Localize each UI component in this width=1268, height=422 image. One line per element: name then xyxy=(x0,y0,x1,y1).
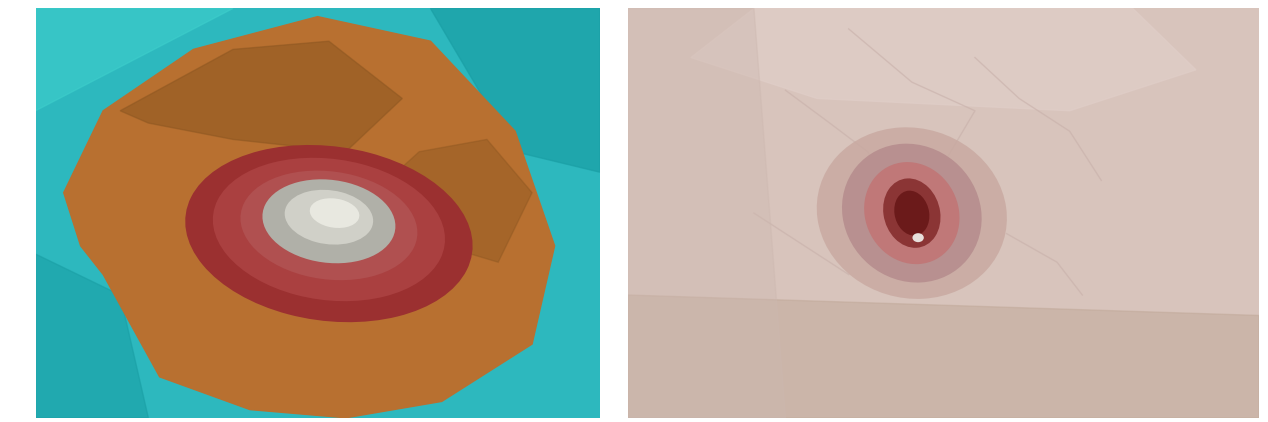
Polygon shape xyxy=(628,8,785,418)
Polygon shape xyxy=(628,295,1259,418)
Polygon shape xyxy=(120,41,402,151)
Ellipse shape xyxy=(213,158,445,301)
Polygon shape xyxy=(374,139,533,262)
Ellipse shape xyxy=(262,179,396,263)
Ellipse shape xyxy=(894,191,929,235)
Polygon shape xyxy=(36,254,148,418)
Ellipse shape xyxy=(185,145,473,322)
Ellipse shape xyxy=(285,190,373,245)
Polygon shape xyxy=(691,8,1196,111)
Ellipse shape xyxy=(817,127,1007,299)
Ellipse shape xyxy=(883,179,941,248)
Polygon shape xyxy=(36,8,233,111)
Ellipse shape xyxy=(913,233,924,242)
Ellipse shape xyxy=(241,170,417,280)
Ellipse shape xyxy=(864,162,960,264)
Polygon shape xyxy=(628,8,1259,418)
Ellipse shape xyxy=(842,143,981,283)
Polygon shape xyxy=(63,16,554,418)
Ellipse shape xyxy=(309,198,359,228)
Polygon shape xyxy=(430,8,600,172)
Polygon shape xyxy=(36,8,600,418)
